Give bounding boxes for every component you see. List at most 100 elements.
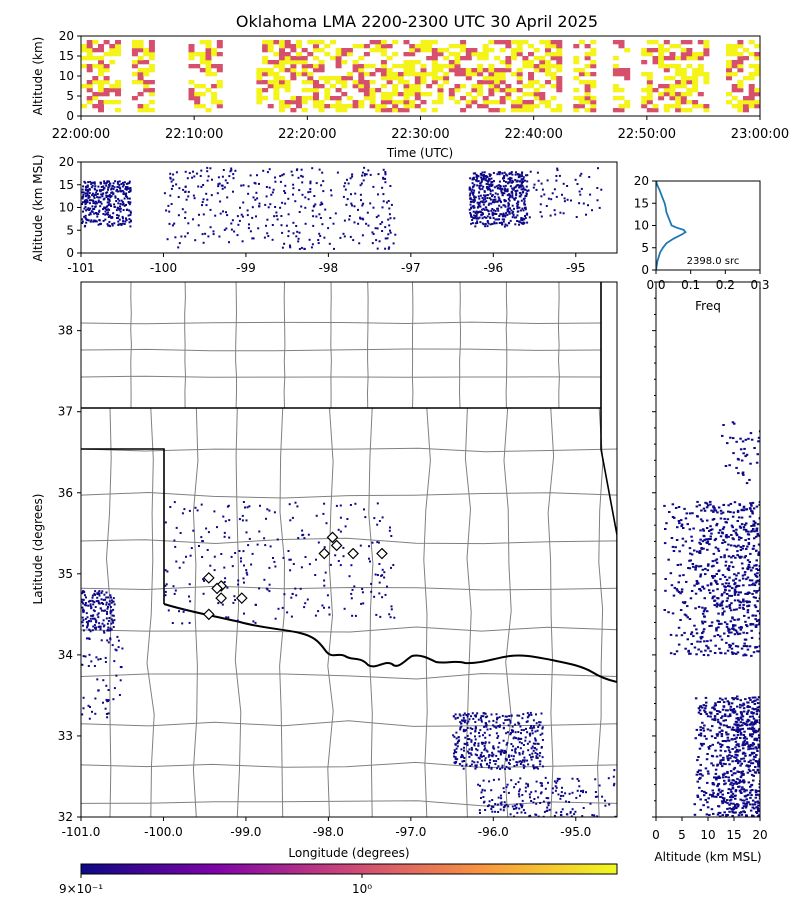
lon-alt-source-point	[129, 219, 132, 222]
time-altitude-cell	[737, 44, 744, 49]
lon-alt-source-point	[90, 186, 93, 189]
lon-alt-source-point	[503, 174, 506, 177]
alt-lat-source-point	[739, 526, 742, 529]
lon-alt-source-point	[540, 195, 543, 198]
alt-lat-source-point	[679, 609, 683, 611]
alt-lat-source-point	[734, 586, 738, 589]
lon-alt-source-point	[209, 167, 212, 170]
alt-lat-source-point	[735, 728, 738, 731]
time-altitude-cell	[454, 88, 461, 93]
alt-lat-source-point	[735, 466, 738, 469]
time-altitude-cell	[205, 60, 212, 65]
time-altitude-cell	[675, 100, 682, 105]
time-altitude-cell	[131, 48, 138, 53]
time-altitude-cell	[363, 52, 370, 57]
time-altitude-cell	[262, 56, 269, 61]
map-source-point	[476, 754, 478, 757]
time-altitude-cell	[194, 52, 201, 57]
alt-lat-source-point	[693, 624, 696, 627]
time-altitude-cell	[273, 60, 280, 65]
alt-lat-source-point	[751, 707, 754, 710]
lon-alt-source-point	[122, 217, 124, 220]
map-source-point	[97, 612, 100, 615]
lon-alt-source-point	[282, 173, 285, 176]
alt-lat-source-point	[675, 588, 679, 591]
time-altitude-cell	[296, 56, 302, 61]
time-altitude-cell	[148, 108, 155, 113]
time-altitude-cell	[618, 68, 625, 73]
alt-lat-source-point	[754, 596, 757, 599]
lon-alt-source-point	[107, 195, 110, 198]
alt-lat-source-point	[699, 808, 702, 811]
lon-alt-source-point	[97, 196, 100, 199]
time-altitude-cell	[590, 60, 597, 65]
lon-alt-source-point	[501, 218, 504, 221]
alt-lat-source-point	[711, 560, 715, 563]
lon-alt-source-point	[105, 206, 108, 209]
time-altitude-cell	[284, 68, 291, 73]
map-source-point	[268, 583, 271, 586]
lon-alt-source-point	[97, 201, 100, 204]
map-source-point	[351, 614, 354, 617]
map-source-point	[190, 547, 193, 550]
alt-lat-source-point	[757, 543, 760, 546]
lon-alt-source-point	[486, 186, 489, 188]
lon-alt-source-point	[315, 215, 318, 218]
alt-lat-source-point	[703, 597, 706, 600]
lon-alt-source-point	[470, 190, 473, 193]
lon-alt-source-point	[388, 246, 391, 249]
alt-lat-source-point	[727, 627, 730, 630]
map-source-point	[107, 641, 110, 644]
lon-alt-source-point	[202, 213, 205, 216]
lon-alt-source-point	[90, 219, 93, 222]
time-altitude-cell	[680, 68, 687, 73]
time-altitude-cell	[454, 84, 461, 89]
map-source-point	[506, 718, 509, 721]
alt-lat-source-point	[734, 781, 738, 784]
map-source-point	[324, 571, 327, 574]
alt-lat-source-point	[746, 592, 750, 595]
alt-lat-source-point	[707, 538, 710, 541]
time-altitude-cell	[675, 108, 682, 113]
alt-lat-source-point	[724, 521, 727, 524]
county-line	[366, 282, 369, 409]
map-source-point	[109, 594, 112, 597]
lon-alt-source-point	[388, 213, 391, 216]
plan-view-panel: -101.0 -100.0 -99.0 -98.0 -97.0 -96.0 -95.0323…	[31, 281, 618, 860]
alt-lat-source-point	[673, 586, 677, 589]
alt-lat-source-point	[718, 731, 721, 734]
alt-lat-source-point	[745, 645, 749, 648]
map-source-point	[350, 592, 353, 595]
map-source-point	[474, 725, 477, 728]
alt-lat-source-point	[729, 436, 732, 439]
lon-alt-source-point	[501, 223, 503, 226]
alt-lat-source-point	[709, 639, 713, 642]
map-source-point	[476, 749, 479, 752]
time-altitude-cell	[545, 64, 551, 69]
alt-lat-source-point	[705, 506, 709, 509]
alt-lat-source-point	[751, 789, 754, 791]
alt-lat-source-point	[679, 519, 683, 522]
lon-alt-source-point	[362, 218, 365, 221]
map-source-point	[557, 793, 560, 796]
map-source-point	[522, 713, 525, 716]
alt-lat-source-point	[703, 735, 706, 738]
map-source-point	[96, 593, 99, 595]
time-altitude-cell	[335, 56, 342, 61]
county-line	[81, 375, 602, 378]
alt-lat-source-point	[677, 581, 680, 584]
time-altitude-cell	[612, 96, 619, 101]
alt-lat-source-point	[743, 811, 746, 814]
map-source-point	[541, 765, 544, 768]
alt-lat-source-point	[704, 567, 707, 570]
time-altitude-cell	[703, 80, 710, 85]
alt-lat-source-point	[750, 509, 753, 512]
lon-alt-source-point	[224, 179, 227, 182]
time-altitude-cell	[137, 72, 144, 77]
lon-alt-source-point	[475, 215, 478, 217]
alt-lat-source-point	[711, 789, 714, 792]
alt-lat-source-point	[750, 503, 753, 506]
alt-lat-source-point	[685, 580, 688, 583]
lon-alt-source-point	[481, 174, 484, 177]
